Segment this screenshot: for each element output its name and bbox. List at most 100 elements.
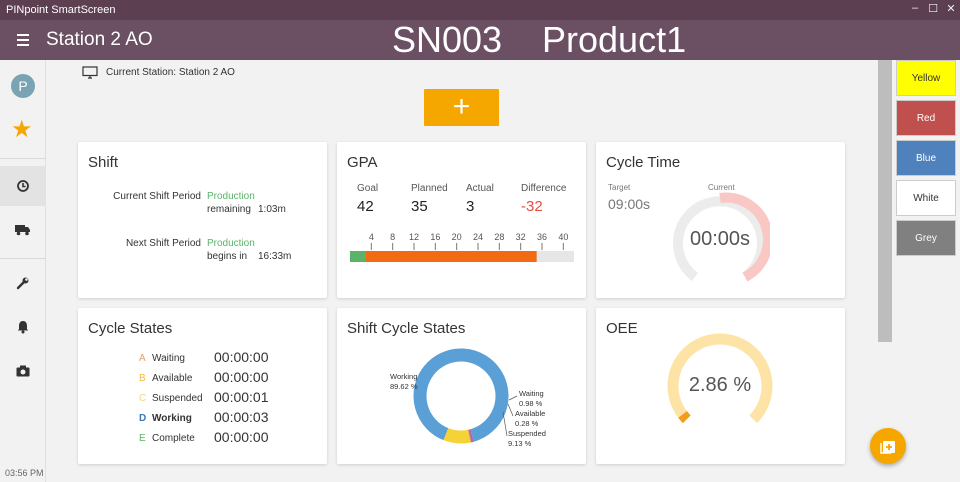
- donut-slice-waiting: [468, 429, 474, 443]
- cycle-state-time: 00:00:00: [214, 369, 269, 385]
- gpa-tick-label: 28: [494, 232, 504, 242]
- camera-icon: [16, 365, 30, 377]
- cycle-state-name: Waiting: [152, 353, 185, 364]
- gpa-difference-value: -32: [521, 198, 543, 215]
- cycle-state-name: Complete: [152, 433, 195, 444]
- cycle-states-title: Cycle States: [88, 320, 173, 337]
- cycle-time-target-label: Target: [608, 183, 631, 192]
- gpa-bar-actual: [350, 251, 366, 262]
- cycle-state-name: Working: [152, 413, 192, 424]
- color-button-grey[interactable]: Grey: [896, 220, 956, 256]
- donut-label-waiting-name: Waiting: [519, 389, 544, 398]
- gpa-tick-label: 4: [369, 232, 374, 242]
- donut-label-suspended-pct: 9.13 %: [508, 439, 532, 448]
- avatar[interactable]: P: [11, 74, 35, 98]
- current-shift-status: Production: [207, 191, 255, 202]
- clock-time: 03:56 PM: [5, 468, 44, 478]
- cycle-state-name: Suspended: [152, 393, 203, 404]
- gpa-difference-label: Difference: [521, 183, 567, 194]
- oee-gauge-fill: [678, 411, 691, 424]
- oee-gauge-track: [667, 333, 773, 424]
- gpa-tick-label: 16: [430, 232, 440, 242]
- cycle-state-time: 00:00:00: [214, 349, 269, 365]
- sidebar-item-maintenance[interactable]: [0, 263, 46, 303]
- gpa-actual-value: 3: [466, 198, 475, 215]
- sidebar-item-notifications[interactable]: [0, 307, 46, 347]
- cycle-time-title: Cycle Time: [606, 154, 681, 171]
- station-title: Station 2 AO: [46, 29, 153, 50]
- cycle-state-letter: B: [139, 373, 146, 384]
- add-entry-fab[interactable]: [870, 428, 906, 464]
- current-shift-remaining: 1:03m: [258, 204, 286, 215]
- sidebar-item-camera[interactable]: [0, 351, 46, 391]
- oee-gauge: [667, 333, 773, 424]
- serial-number: SN003: [392, 19, 503, 60]
- color-button-blue[interactable]: Blue: [896, 140, 956, 176]
- hamburger-menu-icon[interactable]: [12, 29, 34, 51]
- next-shift-begins: 16:33m: [258, 251, 292, 262]
- next-shift-label: Next Shift Period: [125, 238, 201, 249]
- gpa-title: GPA: [347, 154, 378, 171]
- scrollbar[interactable]: [878, 60, 892, 342]
- cycle-state-name: Available: [152, 373, 193, 384]
- gpa-planned-value: 35: [411, 198, 428, 215]
- next-shift-begins-label: begins in: [207, 251, 248, 262]
- color-button-white[interactable]: White: [896, 180, 956, 216]
- color-button-yellow[interactable]: Yellow: [896, 60, 956, 96]
- gpa-goal-label: Goal: [357, 183, 379, 194]
- gpa-actual-label: Actual: [466, 183, 494, 194]
- minimize-button[interactable]: –: [911, 2, 919, 14]
- history-icon: [17, 180, 29, 192]
- monitor-icon: [82, 66, 98, 79]
- maximize-button[interactable]: ☐: [928, 3, 938, 15]
- donut-label-working-pct: 89.62 %: [390, 382, 418, 391]
- truck-icon: [15, 225, 30, 236]
- product-name: Product1: [542, 19, 687, 60]
- close-button[interactable]: ✕: [946, 3, 956, 15]
- current-shift-remaining-label: remaining: [207, 204, 251, 215]
- gpa-tick-label: 36: [537, 232, 547, 242]
- cycle-time-current-value: 00:00s: [689, 228, 751, 250]
- gpa-progress-bar: 4 8 12 16 20 24 28 32 36 40: [350, 232, 574, 262]
- cycle-state-time: 00:00:00: [214, 429, 269, 445]
- next-shift-status: Production: [207, 238, 255, 249]
- gpa-tick-label: 32: [516, 232, 526, 242]
- shift-cycle-states-card: Shift Cycle States Working 89.62 % Waiting…: [337, 308, 586, 464]
- gpa-bar-planned: [366, 251, 537, 262]
- gpa-planned-label: Planned: [411, 183, 448, 194]
- gpa-tick-label: 40: [558, 232, 568, 242]
- oee-card: OEE 2.86 %: [596, 308, 845, 464]
- cycle-state-letter: D: [139, 413, 147, 424]
- cycle-state-letter: A: [139, 353, 146, 364]
- sidebar: P ★ 03:56 PM: [0, 60, 46, 482]
- add-button[interactable]: +: [424, 89, 499, 126]
- donut-leader-waiting: [508, 395, 518, 401]
- wrench-icon: [16, 277, 29, 290]
- dashboard: Current Station: Station 2 AO + Shift Cu…: [46, 60, 876, 482]
- star-icon[interactable]: ★: [11, 116, 33, 143]
- cycle-states-card: Cycle States A Waiting 00:00:00 B Available 0…: [78, 308, 327, 464]
- shift-cycle-states-title: Shift Cycle States: [347, 320, 466, 337]
- gpa-tick-label: 12: [409, 232, 419, 242]
- shift-title: Shift: [88, 154, 119, 171]
- oee-value: 2.86 %: [688, 374, 752, 396]
- cycle-time-gauge: [673, 192, 770, 282]
- color-button-red[interactable]: Red: [896, 100, 956, 136]
- add-to-queue-icon: [880, 441, 895, 454]
- cycle-state-letter: E: [139, 433, 146, 444]
- cycle-time-current-label: Current: [708, 183, 735, 192]
- sidebar-item-logistics[interactable]: [0, 210, 46, 250]
- cycle-state-time: 00:00:03: [214, 409, 269, 425]
- cycle-time-card: Cycle Time Target 09:00s Current 00:00s: [596, 142, 845, 298]
- gpa-tick-label: 8: [390, 232, 395, 242]
- current-station-label: Current Station: Station 2 AO: [106, 67, 235, 78]
- sidebar-item-history[interactable]: [0, 166, 46, 206]
- cycle-time-target-value: 09:00s: [608, 196, 651, 212]
- donut-leader-suspended: [502, 411, 508, 437]
- donut-slice-suspended: [443, 427, 471, 444]
- donut-label-suspended-name: Suspended: [508, 429, 546, 438]
- sidebar-divider: [0, 258, 46, 259]
- window-titlebar: PINpoint SmartScreen – ☐ ✕: [0, 0, 960, 20]
- shift-card: Shift Current Shift Period Production re…: [78, 142, 327, 298]
